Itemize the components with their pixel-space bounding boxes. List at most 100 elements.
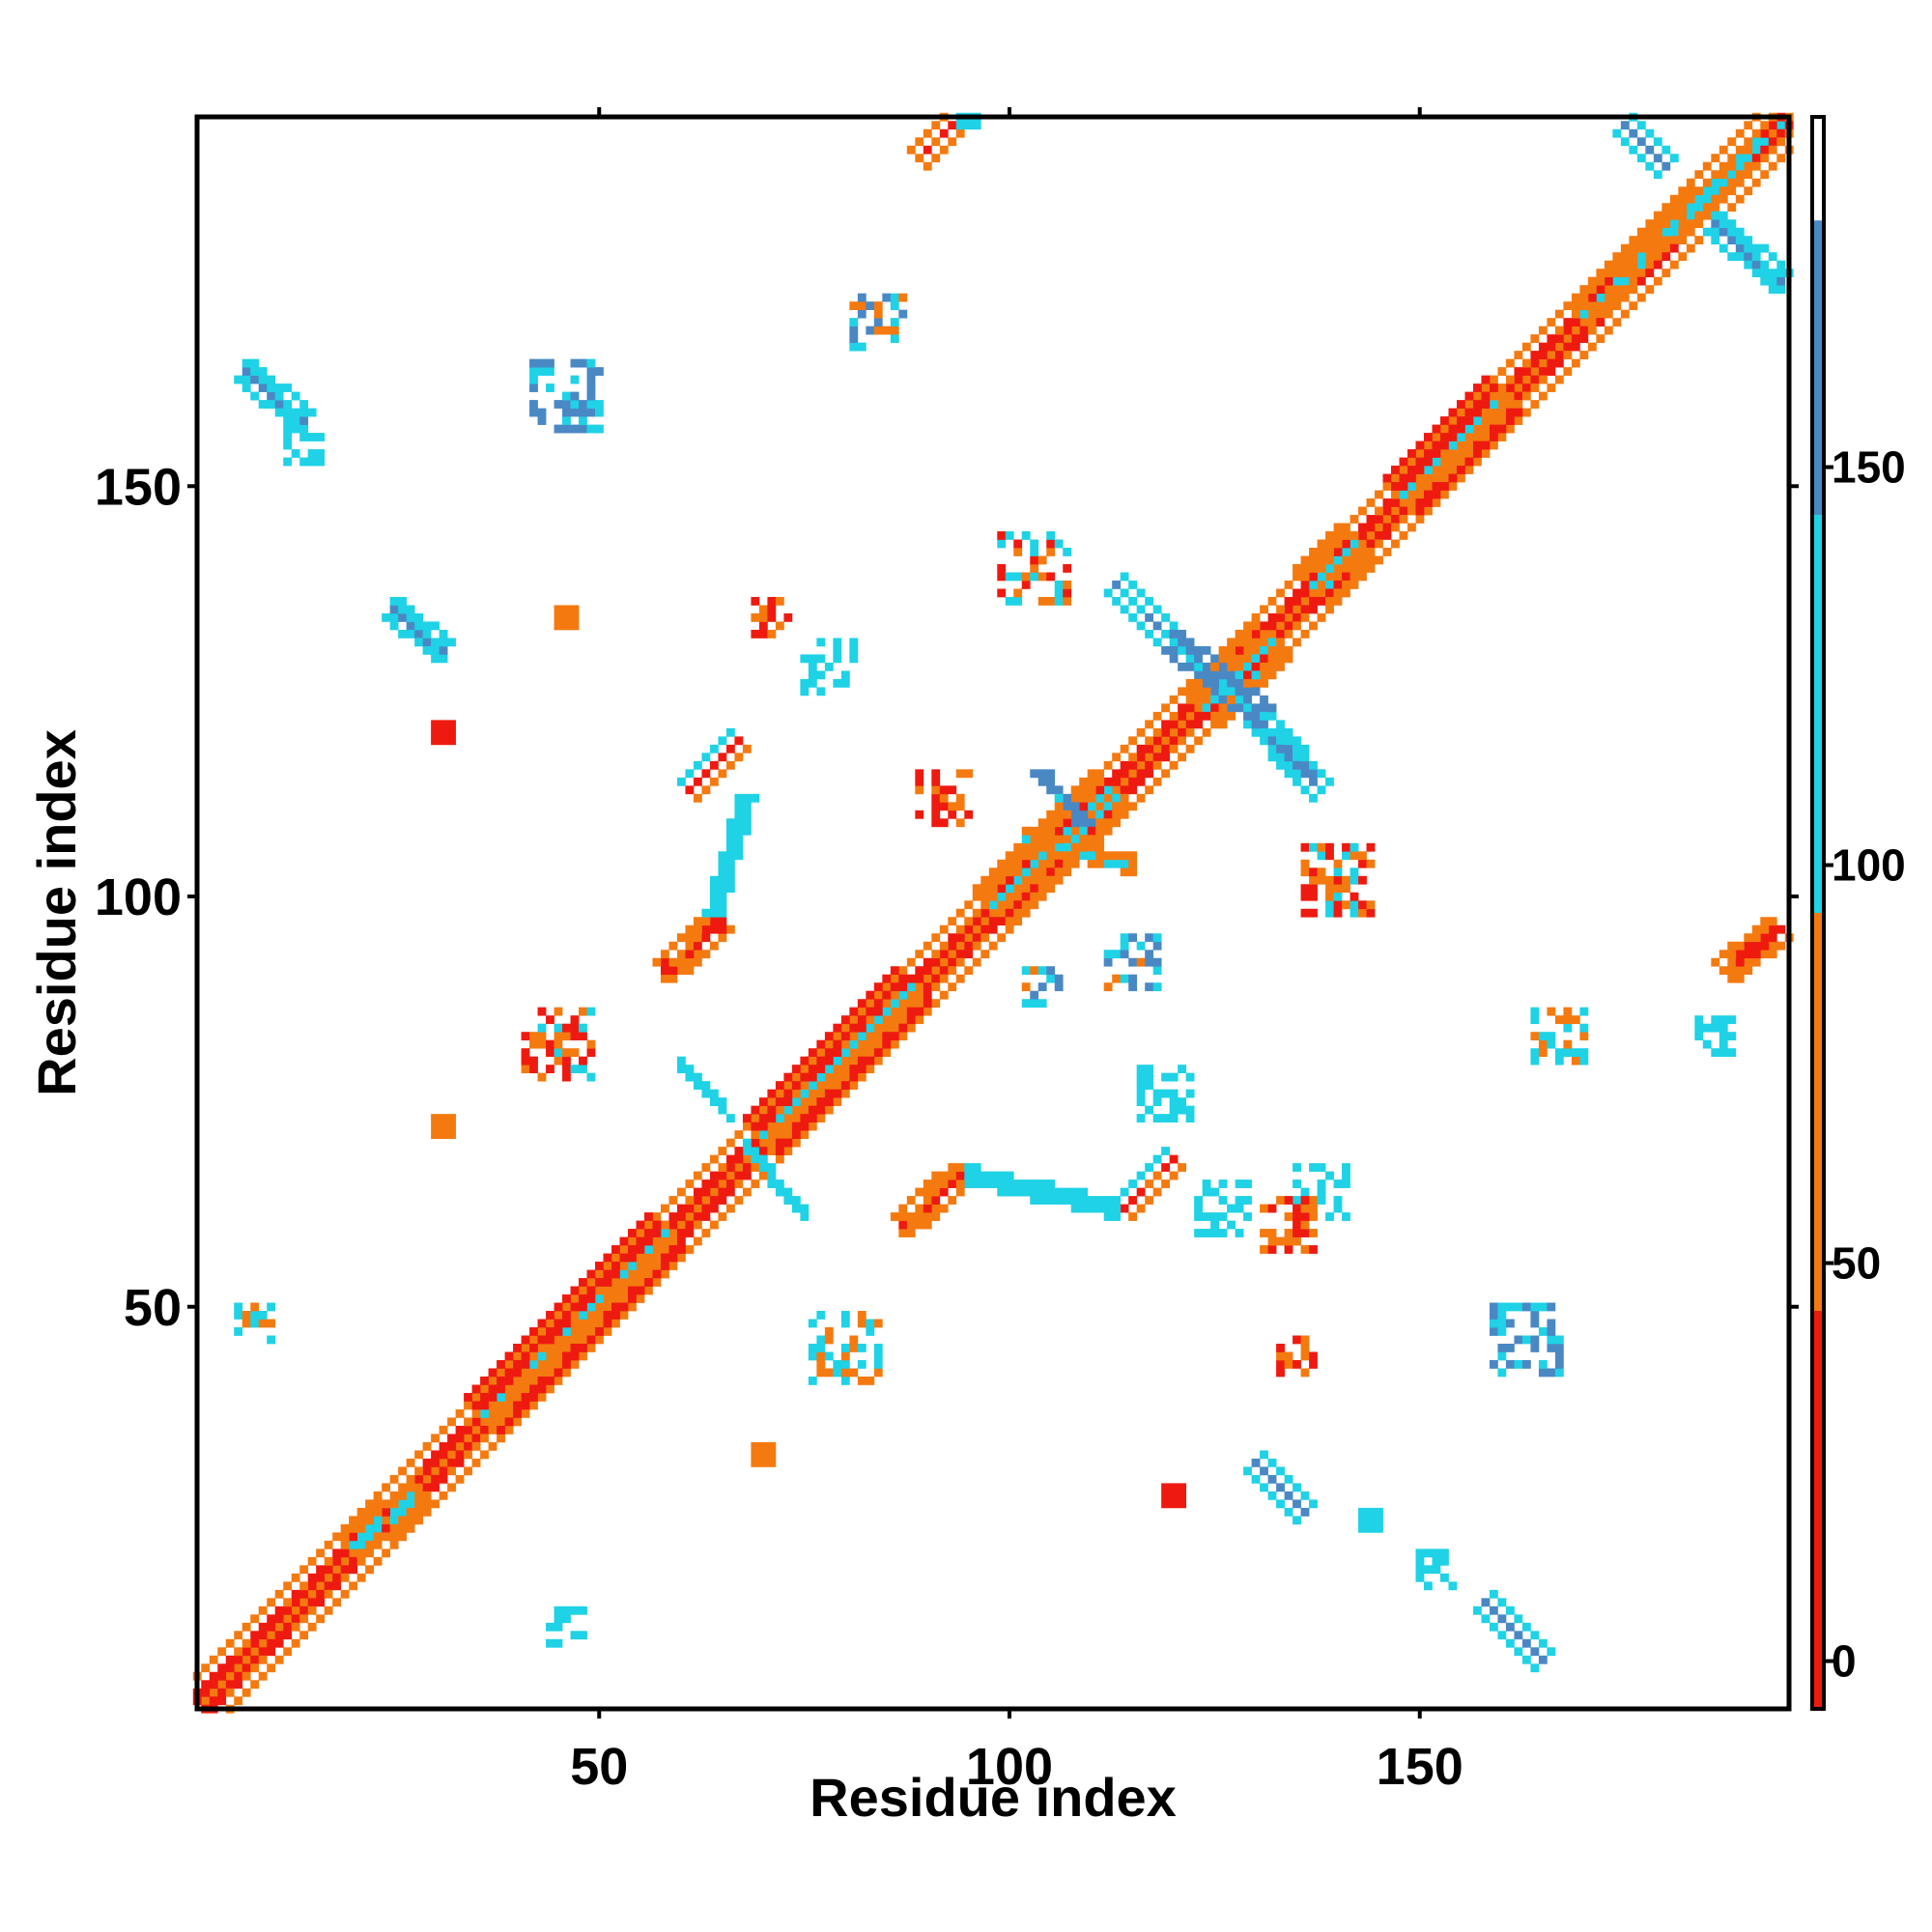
heatmap-cell	[1251, 727, 1261, 737]
heatmap-cell	[1087, 1204, 1096, 1213]
heatmap-cell	[1169, 720, 1179, 729]
heatmap-cell	[1751, 933, 1761, 943]
heatmap-cell	[1563, 1048, 1573, 1058]
heatmap-cell	[431, 736, 440, 746]
heatmap-cell	[775, 1154, 784, 1164]
heatmap-cell	[1382, 473, 1392, 483]
heatmap-cell	[579, 1023, 587, 1033]
heatmap-cell	[1571, 326, 1580, 335]
heatmap-cell	[586, 1039, 596, 1049]
heatmap-cell	[258, 367, 268, 376]
heatmap-cell	[1161, 769, 1171, 779]
heatmap-cell	[1185, 1114, 1195, 1122]
heatmap-cell	[1662, 243, 1671, 253]
heatmap-cell	[1358, 851, 1367, 861]
heatmap-cell	[1489, 408, 1498, 417]
heatmap-cell	[1005, 884, 1014, 894]
heatmap-cell	[767, 1089, 777, 1098]
heatmap-cell	[849, 334, 859, 343]
heatmap-cell	[554, 1335, 563, 1345]
heatmap-cell	[734, 753, 744, 762]
heatmap-cell	[1063, 580, 1072, 589]
heatmap-cell	[1112, 859, 1122, 868]
heatmap-cell	[1612, 260, 1622, 270]
heatmap-cell	[529, 1335, 538, 1345]
heatmap-cell	[1309, 875, 1318, 885]
heatmap-cell	[849, 645, 859, 655]
heatmap-cell	[1145, 629, 1154, 639]
heatmap-cell	[890, 1212, 899, 1221]
heatmap-cell	[586, 1007, 596, 1016]
heatmap-cell	[1439, 490, 1449, 499]
heatmap-cell	[1021, 908, 1031, 918]
heatmap-cell	[758, 612, 768, 622]
heatmap-cell	[1070, 818, 1080, 828]
heatmap-cell	[1579, 318, 1589, 327]
heatmap-cell	[570, 424, 580, 434]
heatmap-cell	[1152, 736, 1162, 746]
heatmap-cell	[1235, 638, 1244, 647]
heatmap-cell	[1178, 736, 1187, 746]
heatmap-cell	[873, 1032, 883, 1041]
heatmap-cell	[890, 974, 899, 983]
heatmap-cell	[1317, 612, 1326, 622]
heatmap-cell	[833, 1023, 842, 1033]
heatmap-cell	[619, 1278, 629, 1287]
heatmap-cell	[619, 1236, 629, 1246]
heatmap-cell	[1439, 457, 1449, 467]
heatmap-cell	[1128, 1212, 1138, 1221]
heatmap-cell	[1063, 588, 1072, 598]
colorbar-frame	[1810, 115, 1826, 1711]
heatmap-cell	[685, 924, 695, 934]
heatmap-cell	[857, 1072, 867, 1082]
heatmap-cell	[1145, 785, 1154, 795]
heatmap-cell	[1333, 555, 1343, 565]
heatmap-cell	[497, 1408, 505, 1418]
heatmap-cell	[1432, 457, 1441, 467]
heatmap-cell	[1063, 842, 1072, 852]
heatmap-cell	[1112, 851, 1122, 861]
heatmap-cell	[332, 1565, 342, 1575]
heatmap-cell	[1087, 1196, 1096, 1205]
y-tick-label: 150	[95, 458, 182, 516]
heatmap-cell	[972, 941, 981, 951]
heatmap-cell	[1399, 490, 1408, 499]
heatmap-cell	[1202, 1229, 1211, 1237]
heatmap-cell	[1267, 744, 1277, 753]
heatmap-cell	[455, 1441, 465, 1451]
heatmap-cell	[1054, 580, 1064, 589]
heatmap-cell	[1751, 957, 1761, 967]
heatmap-cell	[1358, 539, 1367, 549]
heatmap-cell	[250, 375, 260, 384]
heatmap-cell	[1342, 1171, 1350, 1180]
heatmap-cell	[1112, 769, 1122, 779]
heatmap-cell	[964, 966, 974, 976]
heatmap-cell	[373, 1532, 383, 1542]
heatmap-cell	[1760, 243, 1770, 253]
heatmap-cell	[742, 1122, 752, 1131]
heatmap-cell	[1251, 1458, 1261, 1467]
heatmap-cell	[619, 1269, 629, 1279]
heatmap-cell	[824, 1065, 834, 1074]
heatmap-cell	[1719, 170, 1728, 180]
heatmap-cell	[603, 1294, 612, 1303]
heatmap-cell	[1727, 203, 1737, 213]
heatmap-cell	[1464, 408, 1474, 417]
heatmap-cell	[1497, 424, 1507, 434]
heatmap-cell	[1399, 498, 1408, 507]
heatmap-cell	[734, 1130, 744, 1139]
heatmap-cell	[1169, 638, 1179, 647]
heatmap-cell	[595, 1262, 604, 1270]
heatmap-cell	[595, 1269, 604, 1279]
heatmap-cell	[1579, 1023, 1589, 1033]
heatmap-cell	[480, 1425, 489, 1435]
heatmap-cell	[242, 1688, 251, 1697]
heatmap-cell	[324, 1540, 333, 1549]
heatmap-cell	[1358, 875, 1367, 885]
heatmap-cell	[1366, 563, 1376, 573]
heatmap-cell	[800, 1204, 810, 1213]
heatmap-cell	[1227, 662, 1236, 671]
heatmap-cell	[349, 1532, 358, 1542]
heatmap-cell	[398, 605, 407, 614]
heatmap-cell	[579, 1294, 587, 1303]
